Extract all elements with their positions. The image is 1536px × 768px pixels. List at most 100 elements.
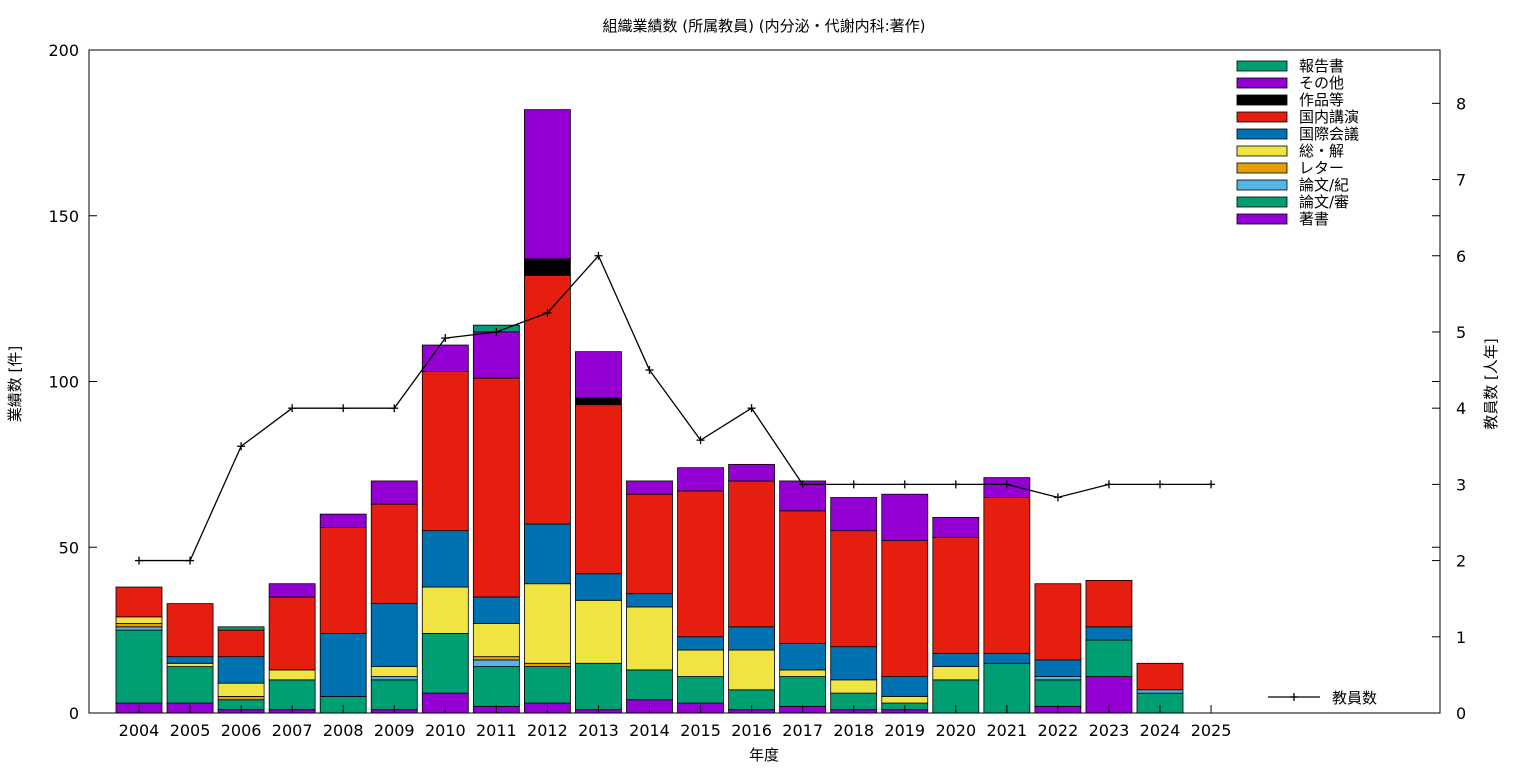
bar-segment: [575, 599, 622, 664]
legend-item: 論文/審: [1236, 193, 1349, 211]
x-tick-label: 2017: [782, 721, 823, 740]
legend-item: 総・解: [1236, 142, 1344, 160]
y2-tick-label: 6: [1456, 247, 1466, 266]
bar-segment: [830, 530, 878, 648]
legend-label: 論文/紀: [1299, 176, 1349, 194]
line-point: [237, 442, 246, 451]
bar-segment: [268, 596, 316, 671]
legend-item: 著書: [1236, 210, 1329, 228]
line-point: [135, 556, 143, 565]
bar-segment: [370, 503, 418, 605]
y2-tick-label: 5: [1456, 323, 1466, 342]
legend-label: 国内講演: [1299, 108, 1359, 126]
bar-segment: [983, 662, 1031, 714]
bars-layer: [115, 109, 1184, 714]
x-tick-label: 2015: [680, 721, 721, 740]
line-layer: [135, 251, 1216, 565]
bar-segment: [217, 629, 265, 658]
y2-tick-label: 2: [1456, 552, 1466, 571]
bar-segment: [115, 616, 163, 624]
y2-tick-label: 3: [1456, 475, 1466, 494]
y2-tick-label: 7: [1456, 171, 1466, 190]
bar-segment: [728, 480, 775, 628]
bar-segment: [881, 696, 929, 704]
line-series-path: [139, 254, 1212, 562]
bar-segment: [881, 540, 929, 677]
bar-segment: [421, 344, 469, 372]
legend-item: 国内講演: [1236, 108, 1359, 126]
bar-segment: [626, 593, 673, 608]
bar-segment: [1085, 639, 1133, 677]
bar-segment: [524, 109, 571, 260]
bar-segment: [166, 603, 214, 658]
y-tick-label: 100: [48, 373, 79, 392]
y-tick-label: 200: [48, 41, 79, 60]
bar-segment: [830, 646, 878, 681]
bar-segment: [677, 490, 724, 638]
bar-segment: [932, 652, 980, 667]
line-point: [696, 436, 705, 445]
bar-segment: [217, 696, 265, 701]
bar-segment: [166, 656, 214, 664]
line-point: [849, 480, 858, 489]
bar-segment: [268, 583, 316, 598]
bar-segment: [421, 586, 469, 634]
bar-segment: [472, 623, 520, 658]
bar-segment: [421, 633, 469, 694]
legend-swatch: [1236, 94, 1288, 106]
legend-item: その他: [1236, 74, 1344, 92]
legend-label: レター: [1299, 159, 1344, 177]
bar-segment: [881, 493, 929, 542]
y-tick-label: 50: [59, 538, 79, 557]
x-axis-label: 年度: [749, 746, 779, 764]
x-tick-label: 2006: [221, 721, 262, 740]
legend-label: 著書: [1299, 210, 1329, 228]
legend-label: その他: [1299, 74, 1344, 92]
x-tick-label: 2022: [1038, 721, 1079, 740]
bar-segment: [1136, 689, 1184, 694]
x-tick-label: 2011: [476, 721, 517, 740]
y2-axis-label: 教員数 [人年]: [1482, 338, 1500, 429]
bar-segment: [677, 636, 724, 651]
bar-segment: [115, 629, 163, 704]
legend-item-line: 教員数: [1268, 689, 1377, 707]
line-point: [186, 556, 195, 565]
bar-segment: [677, 467, 724, 492]
line-point: [747, 404, 756, 413]
line-point: [390, 404, 399, 413]
bar-segment: [421, 530, 469, 588]
bar-segment: [115, 626, 163, 631]
line-point: [1053, 493, 1062, 502]
bar-segment: [728, 649, 775, 691]
axes-layer: 0 50 100 150 200 0 1 2 3 4 5 6 7 8 2004 2005 2006 2007 200…: [48, 41, 1466, 740]
line-point: [798, 480, 807, 489]
bar-segment: [472, 656, 520, 661]
x-tick-label: 2008: [323, 721, 364, 740]
line-point: [441, 334, 450, 343]
bar-segment: [830, 679, 878, 694]
legend-swatch: [1236, 60, 1288, 72]
x-tick-label: 2016: [731, 721, 772, 740]
bar-segment: [626, 493, 673, 595]
bar-segment: [779, 676, 827, 707]
bar-segment: [983, 652, 1031, 664]
legend-item: レター: [1236, 159, 1344, 177]
bar-segment: [115, 623, 163, 628]
bar-segment: [881, 676, 929, 697]
legend-label: 作品等: [1299, 91, 1344, 109]
bar-segment: [370, 480, 418, 505]
bar-segment: [524, 583, 571, 664]
line-point: [951, 480, 960, 489]
bar-segment: [115, 586, 163, 618]
bar-segment: [1034, 676, 1082, 681]
y-tick-label: 150: [48, 207, 79, 226]
bar-segment: [932, 517, 980, 538]
legend-label: 国際会議: [1299, 125, 1359, 143]
x-tick-label: 2023: [1089, 721, 1130, 740]
bar-segment: [472, 596, 520, 624]
x-tick-label: 2018: [833, 721, 874, 740]
chart-title: 組織業績数 (所属教員) (内分泌・代謝内科:著作): [602, 17, 925, 35]
bar-segment: [370, 666, 418, 677]
legend-swatch: [1236, 111, 1288, 123]
